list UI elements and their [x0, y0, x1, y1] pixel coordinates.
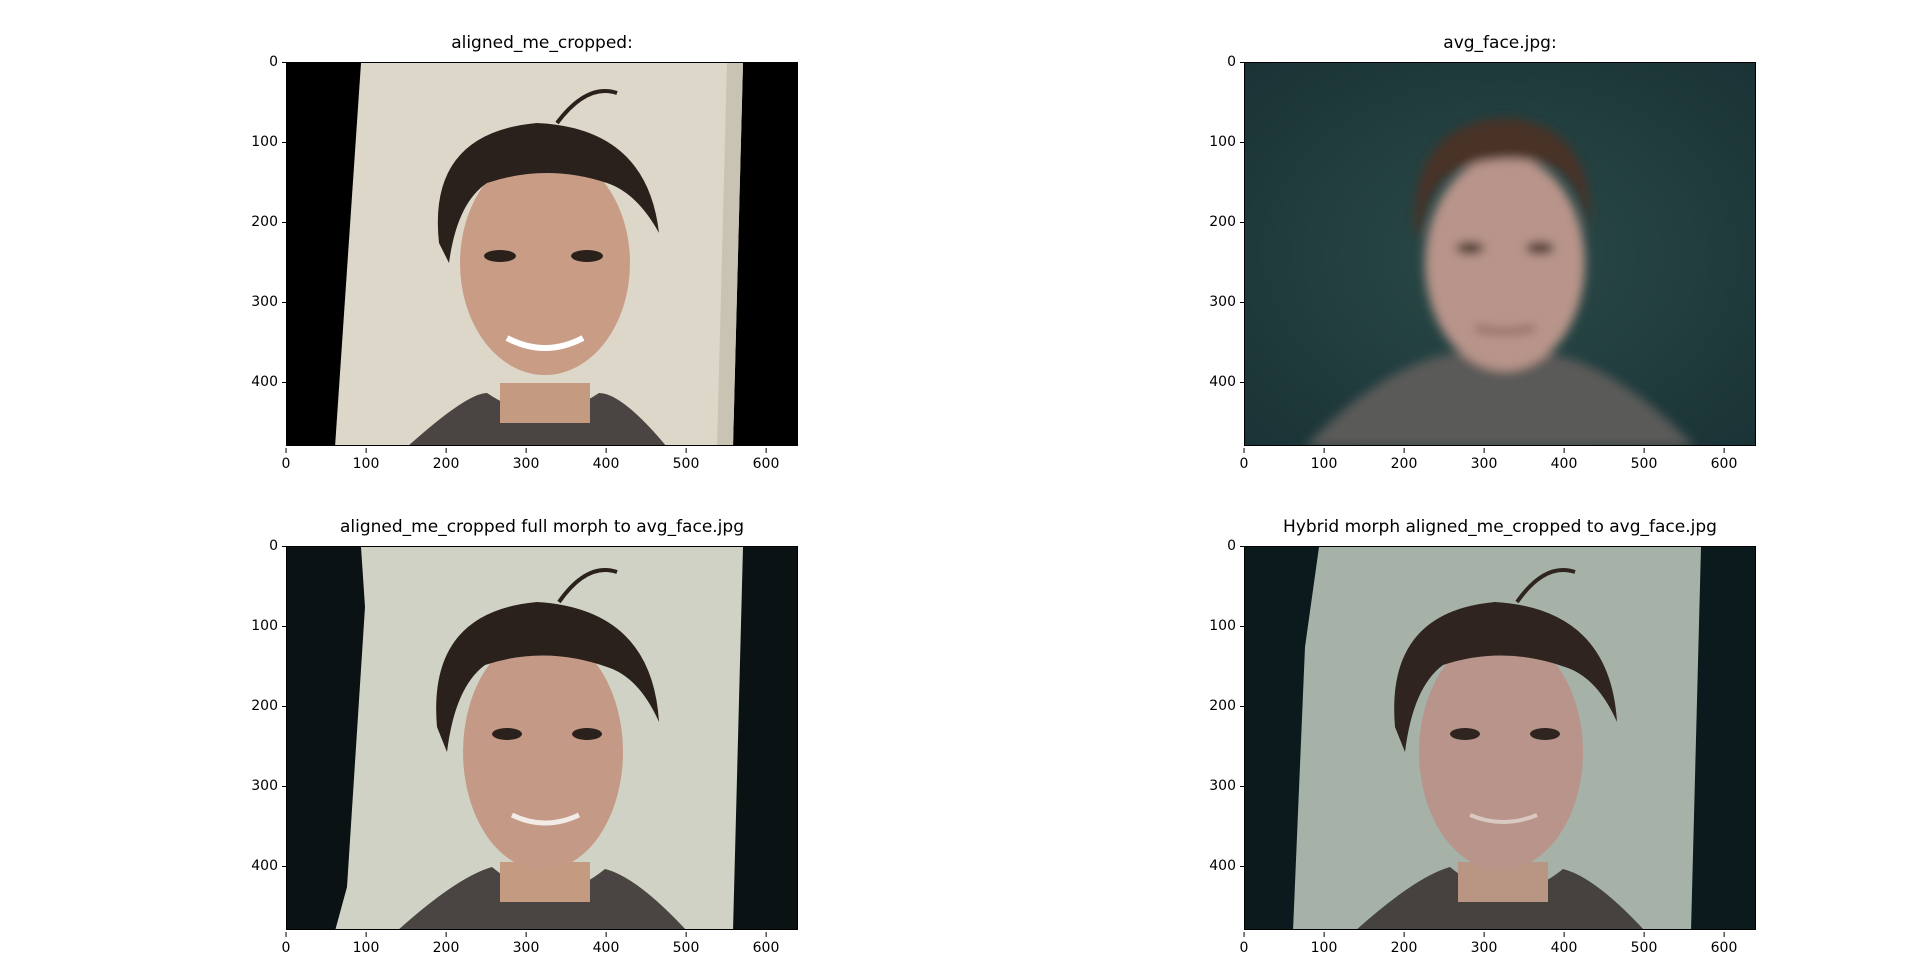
x-tick-label: 300: [512, 448, 540, 472]
y-tick-label: 0: [1227, 538, 1245, 554]
y-tick-label: 0: [269, 54, 287, 70]
x-tick-label: 300: [1470, 448, 1498, 472]
y-tick-label: 0: [1227, 54, 1245, 70]
image-full-morph: [286, 546, 798, 930]
x-tick-label: 200: [432, 448, 460, 472]
y-tick-label: 200: [251, 214, 287, 230]
x-tick-label: 100: [352, 932, 380, 956]
x-tick-label: 200: [1390, 932, 1418, 956]
panel-title: aligned_me_cropped full morph to avg_fac…: [340, 517, 744, 537]
x-tick-label: 100: [1310, 448, 1338, 472]
panel-aligned-me-cropped: aligned_me_cropped: 0 100 200 300 400 0 …: [251, 33, 798, 471]
x-tick-label: 0: [281, 932, 291, 956]
y-tick-label: 300: [1209, 294, 1245, 310]
x-tick-label: 100: [352, 448, 380, 472]
x-tick-label: 500: [1630, 448, 1658, 472]
x-tick-label: 500: [672, 932, 700, 956]
x-tick-label: 600: [1710, 448, 1738, 472]
x-tick-label: 0: [1239, 932, 1249, 956]
x-tick-label: 300: [1470, 932, 1498, 956]
x-tick-label: 600: [1710, 932, 1738, 956]
x-tick-label: 400: [1550, 932, 1578, 956]
x-tick-label: 200: [432, 932, 460, 956]
x-tick-label: 400: [1550, 448, 1578, 472]
y-tick-label: 200: [1209, 698, 1245, 714]
panel-title: Hybrid morph aligned_me_cropped to avg_f…: [1283, 517, 1717, 537]
x-tick-label: 500: [1630, 932, 1658, 956]
y-tick-label: 300: [251, 778, 287, 794]
y-tick-label: 400: [1209, 374, 1245, 390]
x-tick-label: 400: [592, 448, 620, 472]
y-tick-label: 0: [269, 538, 287, 554]
y-tick-label: 400: [251, 858, 287, 874]
panel-avg-face: avg_face.jpg: 0 100 200 300 400 0: [1209, 33, 1756, 471]
y-tick-label: 200: [1209, 214, 1245, 230]
x-tick-label: 300: [512, 932, 540, 956]
panel-full-morph: aligned_me_cropped full morph to avg_fac…: [251, 517, 798, 955]
y-tick-label: 300: [1209, 778, 1245, 794]
y-tick-label: 400: [1209, 858, 1245, 874]
y-tick-label: 100: [1209, 618, 1245, 634]
panel-title: aligned_me_cropped:: [451, 33, 633, 53]
x-tick-label: 400: [592, 932, 620, 956]
x-tick-label: 600: [752, 932, 780, 956]
y-tick-label: 400: [251, 374, 287, 390]
x-tick-label: 600: [752, 448, 780, 472]
x-tick-label: 200: [1390, 448, 1418, 472]
y-tick-label: 100: [251, 618, 287, 634]
x-tick-label: 0: [1239, 448, 1249, 472]
y-tick-label: 200: [251, 698, 287, 714]
x-tick-label: 100: [1310, 932, 1338, 956]
image-aligned-me-cropped: [286, 62, 798, 446]
x-tick-label: 500: [672, 448, 700, 472]
y-tick-label: 100: [1209, 134, 1245, 150]
y-tick-label: 300: [251, 294, 287, 310]
image-hybrid-morph: [1244, 546, 1756, 930]
y-tick-label: 100: [251, 134, 287, 150]
x-tick-label: 0: [281, 448, 291, 472]
image-avg-face: [1244, 62, 1756, 446]
panel-title: avg_face.jpg:: [1443, 33, 1557, 53]
panel-hybrid-morph: Hybrid morph aligned_me_cropped to avg_f…: [1209, 517, 1756, 955]
